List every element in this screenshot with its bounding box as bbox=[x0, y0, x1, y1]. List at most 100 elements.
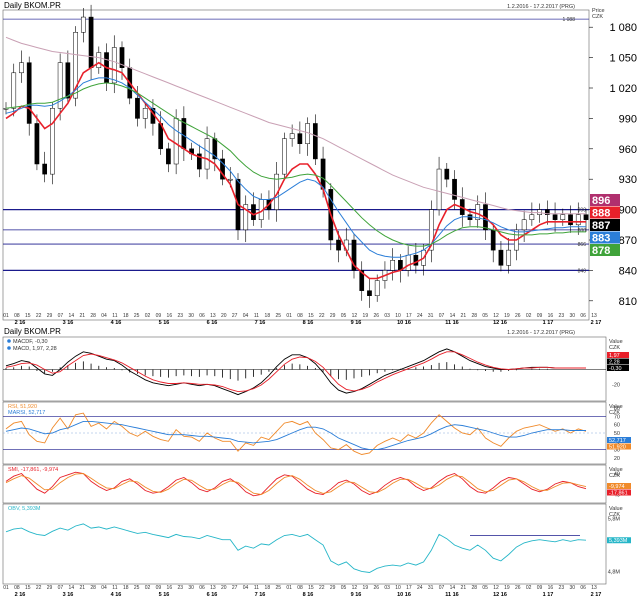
price-badge-896 bbox=[590, 194, 620, 206]
main-month-label: 2 16 bbox=[15, 320, 26, 326]
price-badge-text-896: 896 bbox=[592, 195, 610, 207]
rsi-badge bbox=[607, 443, 631, 450]
main-day-tick: 07 bbox=[58, 313, 64, 319]
y-tick-label-990: 990 bbox=[619, 113, 637, 125]
macd-badge bbox=[607, 358, 629, 365]
smi-legend: SMI, -17,861, -9,974 bbox=[8, 467, 58, 473]
sub-day-tick: 26 bbox=[515, 585, 521, 591]
smi-line-signal bbox=[5, 473, 587, 495]
main-day-tick: 31 bbox=[428, 313, 434, 319]
main-day-tick: 20 bbox=[221, 313, 227, 319]
support-label-880: 880 bbox=[578, 228, 587, 234]
sub-day-tick: 19 bbox=[504, 585, 510, 591]
candle-body bbox=[544, 209, 550, 215]
sub-day-tick: 23 bbox=[177, 585, 183, 591]
obv-currency-label: CZK bbox=[609, 512, 620, 518]
main-month-label: 10 16 bbox=[397, 320, 411, 326]
candle-body bbox=[351, 239, 357, 271]
candle-body bbox=[57, 62, 63, 109]
sub-day-tick: 15 bbox=[308, 585, 314, 591]
price-badge-text-888: 888 bbox=[592, 208, 610, 220]
y-tick-label-1050: 1 050 bbox=[609, 53, 637, 65]
rsi-currency-label: CZK bbox=[609, 410, 620, 416]
main-day-tick: 17 bbox=[406, 313, 412, 319]
main-day-tick: 13 bbox=[210, 313, 216, 319]
sub-title: Daily BKOM.PR bbox=[4, 327, 61, 336]
candle-body bbox=[521, 219, 527, 231]
price-badge-text-887: 887 bbox=[592, 220, 610, 232]
candle-body bbox=[367, 290, 372, 296]
candle-body bbox=[166, 148, 171, 165]
candle-body bbox=[111, 47, 117, 84]
candle-body bbox=[560, 214, 566, 220]
main-day-tick: 23 bbox=[177, 313, 183, 319]
price-badge-878 bbox=[590, 244, 620, 256]
rsi-y-tick-50: 50 bbox=[614, 431, 620, 437]
smi-currency-label: CZK bbox=[609, 473, 620, 479]
rsi-y-tick-80: 80 bbox=[614, 406, 620, 412]
main-day-tick: 12 bbox=[352, 313, 358, 319]
support-label-900: 900 bbox=[578, 208, 587, 214]
sub-day-tick: 24 bbox=[417, 585, 423, 591]
sub-day-tick: 09 bbox=[156, 585, 162, 591]
rsi-y-tick-20: 20 bbox=[614, 456, 620, 462]
candle-body bbox=[575, 214, 581, 226]
sub-day-tick: 30 bbox=[569, 585, 575, 591]
candle-body bbox=[73, 32, 78, 99]
sub-day-tick: 17 bbox=[406, 585, 412, 591]
rsi-y-tick-70: 70 bbox=[614, 414, 620, 420]
smi-panel-frame bbox=[2, 464, 607, 504]
sub-day-tick: 14 bbox=[450, 585, 456, 591]
sub-month-label: 2 17 bbox=[591, 592, 602, 597]
sub-month-label: 7 16 bbox=[255, 592, 266, 597]
sub-month-label: 12 16 bbox=[493, 592, 507, 597]
macd-legend-dot bbox=[7, 346, 11, 350]
candle-body bbox=[490, 229, 496, 251]
candle-body bbox=[204, 138, 210, 170]
main-day-tick: 01 bbox=[286, 313, 292, 319]
candle-body bbox=[142, 108, 148, 119]
candle-body bbox=[34, 123, 40, 165]
main-day-tick: 06 bbox=[580, 313, 586, 319]
sub-day-tick: 07 bbox=[439, 585, 445, 591]
main-month-label: 11 16 bbox=[445, 320, 458, 326]
y-tick-label-900: 900 bbox=[619, 205, 637, 217]
macd-badge bbox=[607, 352, 629, 358]
main-day-tick: 29 bbox=[47, 313, 53, 319]
main-day-tick: 26 bbox=[515, 313, 521, 319]
candle-body bbox=[251, 204, 256, 220]
sub-day-tick: 16 bbox=[548, 585, 554, 591]
price-badge-883 bbox=[590, 231, 620, 244]
candle-body bbox=[135, 97, 140, 119]
main-day-tick: 09 bbox=[537, 313, 543, 319]
smi-y-tick-40: 40 bbox=[614, 472, 620, 478]
price-badge-887 bbox=[590, 219, 620, 231]
main-day-tick: 27 bbox=[232, 313, 238, 319]
sub-day-tick: 18 bbox=[123, 585, 129, 591]
sub-month-label: 3 16 bbox=[63, 592, 74, 597]
sub-day-tick: 01 bbox=[3, 585, 9, 591]
main-day-tick: 02 bbox=[145, 313, 151, 319]
sub-day-tick: 30 bbox=[188, 585, 194, 591]
candle-body bbox=[475, 204, 481, 220]
sub-day-tick: 10 bbox=[395, 585, 401, 591]
main-month-label: 6 16 bbox=[207, 320, 218, 326]
rsi-y-tick-60: 60 bbox=[614, 423, 620, 429]
support-label-866: 866 bbox=[578, 242, 587, 248]
sub-day-tick: 12 bbox=[352, 585, 358, 591]
sub-day-tick: 21 bbox=[79, 585, 85, 591]
y-tick-label-1080: 1 080 bbox=[609, 22, 637, 34]
main-day-tick: 18 bbox=[123, 313, 129, 319]
main-day-tick: 10 bbox=[395, 313, 401, 319]
sub-day-tick: 23 bbox=[559, 585, 565, 591]
candle-body bbox=[452, 178, 457, 200]
obv-panel-frame bbox=[2, 503, 607, 585]
price-badge-888 bbox=[590, 206, 620, 219]
sub-month-label: 11 16 bbox=[445, 592, 458, 597]
obv-line bbox=[5, 523, 587, 573]
sub-day-tick: 13 bbox=[210, 585, 216, 591]
candle-body bbox=[568, 214, 573, 226]
candle-body bbox=[88, 16, 94, 68]
smi-badge-text: -9,974 bbox=[609, 484, 625, 490]
main-month-label: 7 16 bbox=[255, 320, 266, 326]
